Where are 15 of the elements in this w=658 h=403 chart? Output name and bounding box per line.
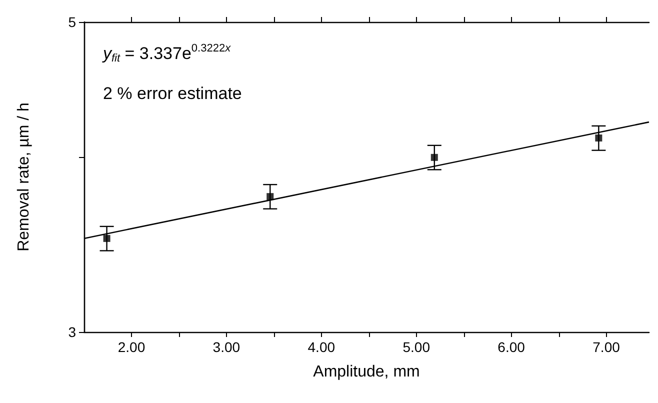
x-tick-label: 5.00 — [402, 339, 430, 355]
x-tick-label: 7.00 — [592, 339, 620, 355]
annotation: 2 % error estimate — [103, 84, 242, 103]
y-tick-label: 5 — [68, 14, 76, 30]
point — [595, 134, 602, 142]
x-tick-label: 3.00 — [212, 339, 240, 355]
x-tick-label: 6.00 — [498, 339, 526, 355]
point — [430, 154, 438, 161]
x-tick-label: 4.00 — [308, 339, 336, 355]
y-tick-label: 3 — [68, 324, 76, 340]
y-axis-title: Removal rate, µm / h — [16, 102, 32, 252]
point — [103, 234, 110, 242]
point — [266, 193, 274, 200]
x-axis-title: Amplitude, mm — [313, 364, 420, 380]
x-tick-label: 2.00 — [118, 339, 146, 355]
